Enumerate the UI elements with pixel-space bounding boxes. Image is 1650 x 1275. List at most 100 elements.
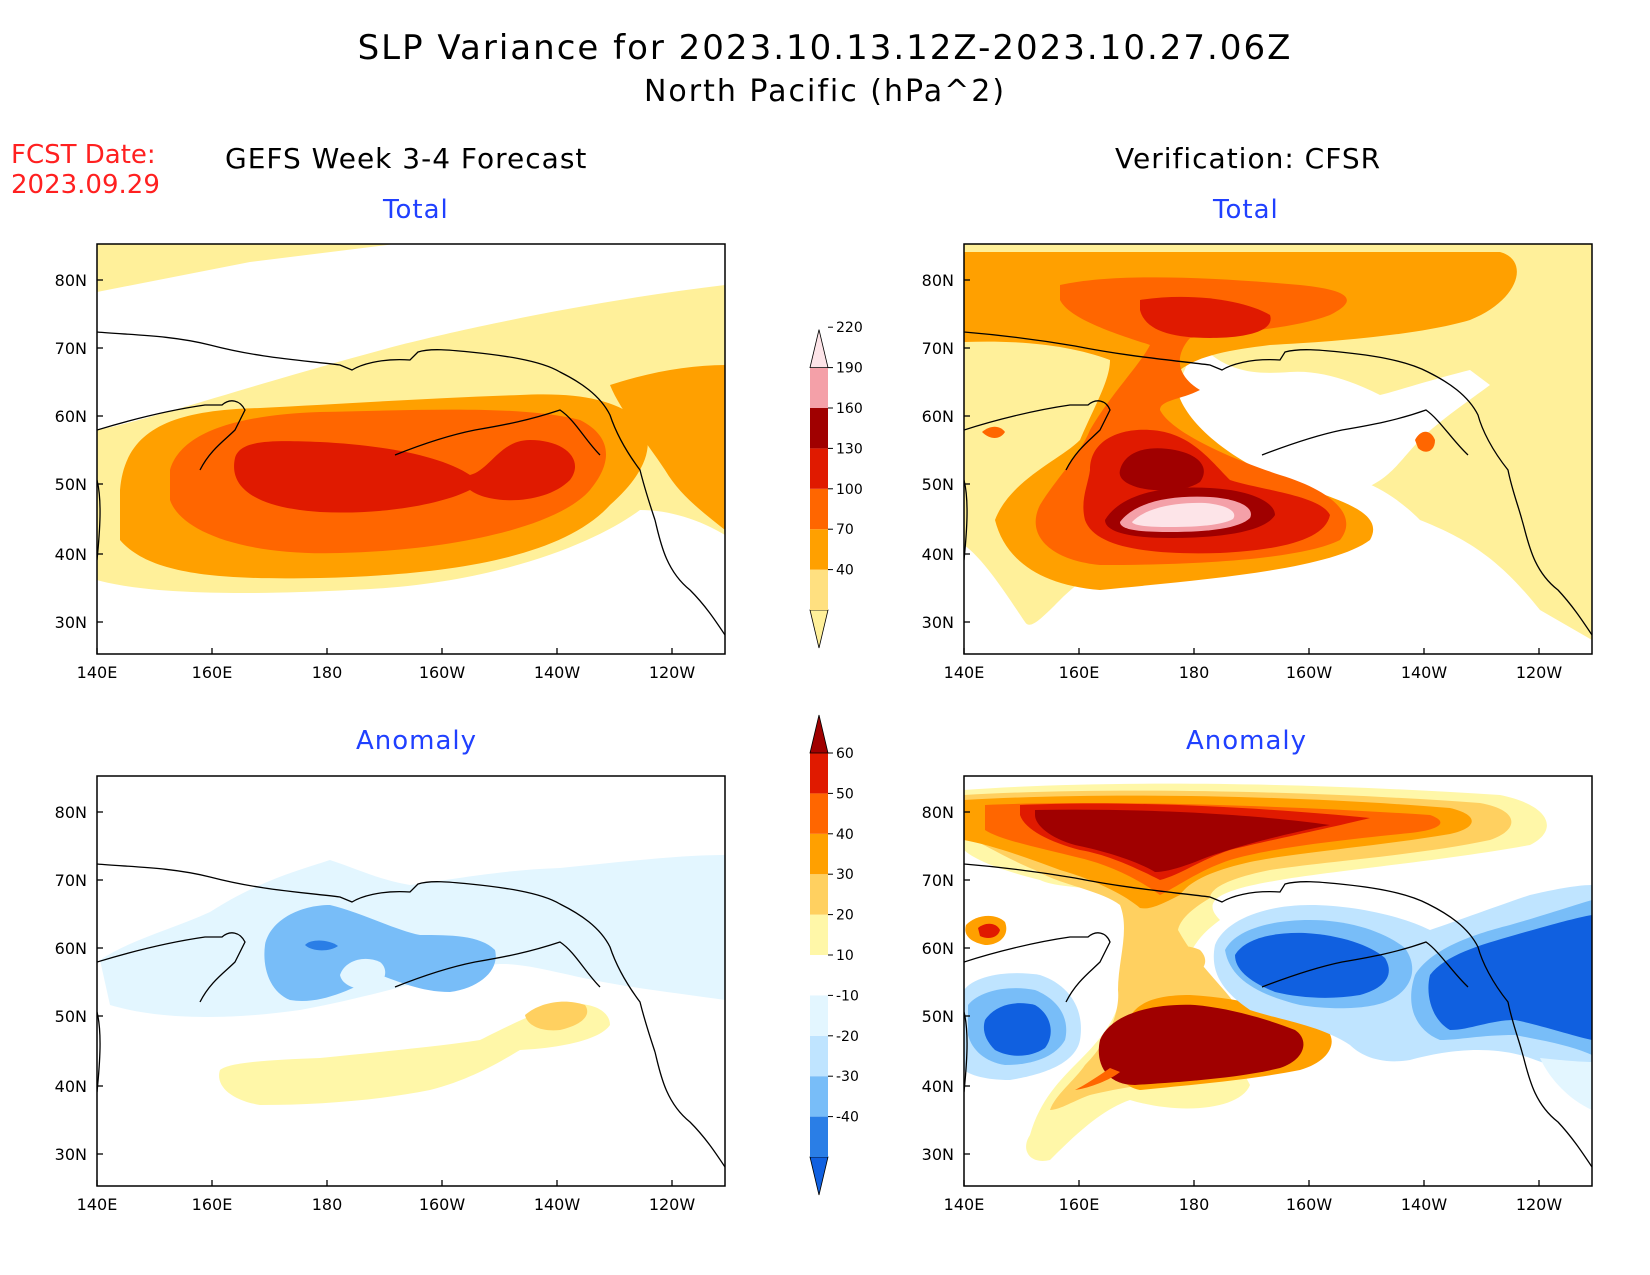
panel-title-bottom-left: Anomaly (356, 726, 478, 756)
lon-tick-label: 140W (1401, 1195, 1448, 1214)
lon-tick-label: 120W (1516, 663, 1563, 682)
lat-tick-label: 40N (922, 545, 954, 564)
lon-tick-label: 160E (192, 1195, 233, 1214)
left-column-header: GEFS Week 3-4 Forecast (225, 142, 588, 175)
map-axes: 140E 160E 180 160W 140W 120W 80N 70N 60N 50N 40N 30… (55, 271, 1563, 1214)
colorbar-label: -40 (836, 1110, 859, 1126)
right-column-header: Verification: CFSR (1115, 142, 1382, 175)
colorbar-upper-arrow (809, 714, 829, 754)
lat-tick-label: 70N (922, 339, 954, 358)
colorbar-label: 70 (836, 522, 854, 538)
lon-tick-label: 120W (649, 1195, 696, 1214)
colorbar-label: 100 (836, 482, 863, 498)
colorbar-lower-arrow (809, 1156, 829, 1196)
colorbar-lower-arrow (809, 609, 829, 649)
lon-tick-label: 160W (419, 1195, 466, 1214)
lat-tick-label: 50N (922, 475, 954, 494)
colorbar-total: 40 70 100 130 160 190 220 (809, 320, 863, 649)
lat-tick-label: 60N (922, 407, 954, 426)
forecast-date-label: FCST Date: 2023.09.29 (11, 140, 160, 200)
lon-tick-label: 180 (312, 663, 343, 682)
colorbar-swatch (810, 488, 828, 530)
lon-tick-label: 180 (1179, 663, 1210, 682)
colorbar-swatch (810, 914, 828, 955)
lat-tick-label: 30N (55, 1145, 87, 1164)
lat-tick-label: 60N (55, 939, 87, 958)
colorbar-label: 40 (836, 827, 854, 843)
colorbar-label: 50 (836, 786, 854, 802)
lon-tick-label: 120W (1516, 1195, 1563, 1214)
colorbar-label: 40 (836, 563, 854, 579)
figure-subtitle: North Pacific (hPa^2) (643, 74, 1007, 109)
lon-tick-label: 120W (649, 663, 696, 682)
fcst-label: FCST Date: (11, 140, 156, 170)
lat-tick-label: 40N (922, 1077, 954, 1096)
map-frame-top-right (963, 243, 1593, 655)
colorbar-swatch (810, 995, 828, 1036)
colorbar-label: 20 (836, 908, 854, 924)
lon-tick-label: 160E (1059, 1195, 1100, 1214)
lat-tick-label: 40N (55, 545, 87, 564)
colorbar-swatch (810, 448, 828, 489)
lon-tick-label: 140W (534, 663, 581, 682)
panel-title-top-left: Total (383, 195, 449, 225)
lon-tick-label: 140E (77, 663, 118, 682)
colorbar-label: -20 (836, 1029, 859, 1045)
colorbar-anomaly: -40 -30 -20 -10 10 20 30 40 50 60 (809, 714, 859, 1196)
panel-title-bottom-right: Anomaly (1186, 726, 1308, 756)
lat-tick-label: 40N (55, 1077, 87, 1096)
colorbar-label: 60 (836, 746, 854, 762)
lat-tick-label: 80N (922, 803, 954, 822)
colorbar-swatch (810, 1076, 828, 1117)
map-panel-forecast-total (97, 244, 725, 654)
colorbar-swatch (810, 408, 828, 449)
colorbar-label: 30 (836, 867, 854, 883)
colorbar-label: -10 (836, 988, 859, 1004)
lon-tick-label: 140W (1401, 663, 1448, 682)
lon-tick-label: 160E (192, 663, 233, 682)
colorbar-swatch (810, 793, 828, 834)
colorbar-label: 10 (836, 948, 854, 964)
colorbar-swatch (810, 1035, 828, 1077)
figure-title: SLP Variance for 2023.10.13.12Z-2023.10.… (357, 28, 1293, 68)
lon-tick-label: 140W (534, 1195, 581, 1214)
lat-tick-label: 70N (922, 871, 954, 890)
lon-tick-label: 140E (77, 1195, 118, 1214)
lat-tick-label: 80N (922, 271, 954, 290)
colorbar-swatch (810, 955, 828, 996)
map-frame-top-left (96, 243, 726, 655)
panel-title-top-right: Total (1213, 195, 1279, 225)
map-frame-bottom-right (963, 775, 1593, 1187)
lat-tick-label: 60N (55, 407, 87, 426)
lat-tick-label: 80N (55, 803, 87, 822)
lat-tick-label: 30N (922, 613, 954, 632)
colorbar-label: 160 (836, 401, 863, 417)
colorbar-swatch (810, 569, 828, 610)
lat-tick-label: 60N (922, 939, 954, 958)
colorbar-swatch (810, 833, 828, 875)
fcst-date: 2023.09.29 (11, 170, 160, 200)
colorbar-label: -30 (836, 1069, 859, 1085)
lat-tick-label: 50N (55, 1007, 87, 1026)
colorbar-swatch (810, 753, 828, 794)
lon-tick-label: 160W (419, 663, 466, 682)
lon-tick-label: 160W (1286, 1195, 1333, 1214)
lat-tick-label: 30N (55, 613, 87, 632)
lon-tick-label: 140E (944, 1195, 985, 1214)
colorbar-label: 130 (836, 441, 863, 457)
lon-tick-label: 160E (1059, 663, 1100, 682)
lon-tick-label: 180 (1179, 1195, 1210, 1214)
colorbar-label: 220 (836, 320, 863, 336)
lat-tick-label: 70N (55, 339, 87, 358)
colorbar-label: 190 (836, 361, 863, 377)
lat-tick-label: 50N (55, 475, 87, 494)
coastlines (97, 331, 1592, 1168)
colorbar-swatch (810, 367, 828, 408)
map-frame-bottom-left (96, 775, 726, 1187)
lon-tick-label: 180 (312, 1195, 343, 1214)
lat-tick-label: 30N (922, 1145, 954, 1164)
lat-tick-label: 50N (922, 1007, 954, 1026)
colorbar-upper-arrow (809, 329, 829, 368)
lat-tick-label: 80N (55, 271, 87, 290)
